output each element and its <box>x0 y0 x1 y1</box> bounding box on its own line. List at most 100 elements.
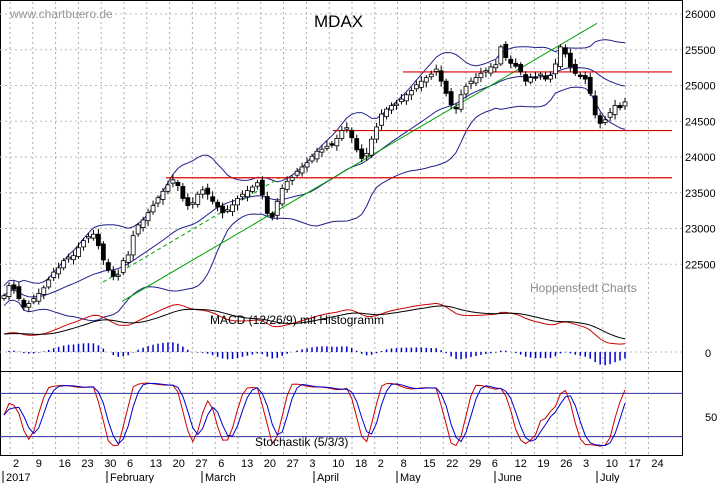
month-label: June <box>498 472 522 483</box>
watermark-text: www.chartbuero.de <box>9 7 113 21</box>
candle-body <box>354 138 360 151</box>
date-tick-label: 6 <box>492 458 498 470</box>
chart-title: MDAX <box>314 12 363 31</box>
candle-body <box>622 101 628 107</box>
candle-body <box>364 153 370 157</box>
candle-body <box>369 138 375 156</box>
candle-body <box>339 130 345 139</box>
candle-body <box>284 180 290 190</box>
candle-body <box>602 119 608 123</box>
candle-body <box>513 62 519 67</box>
candle-body <box>384 108 389 118</box>
candle-body <box>56 267 62 275</box>
date-tick-label: 26 <box>560 458 572 470</box>
stochastic-label: Stochastik (5/3/3) <box>255 435 348 449</box>
support-resistance-lines <box>166 71 672 179</box>
price-gridlines <box>0 13 683 265</box>
candle-body <box>11 284 17 290</box>
candle-body <box>230 204 235 213</box>
candle-body <box>438 70 444 82</box>
candle-body <box>528 77 534 83</box>
candle-body <box>468 80 474 85</box>
candle-body <box>309 155 315 162</box>
candle-body <box>423 77 429 83</box>
trendlines <box>102 22 598 302</box>
candle-body <box>543 75 548 80</box>
date-tick-label: 3 <box>309 458 315 470</box>
candle-body <box>245 190 250 198</box>
candle-body <box>488 66 494 74</box>
candle-body <box>478 72 484 79</box>
bollinger-lower-line <box>3 86 626 322</box>
candle-body <box>115 274 121 277</box>
date-tick-label: 24 <box>651 458 663 470</box>
candle-body <box>21 299 27 308</box>
candle-body <box>399 98 404 102</box>
month-label: April <box>317 472 339 483</box>
candle-body <box>170 179 176 184</box>
candle-body <box>572 63 578 74</box>
date-tick-label: 20 <box>173 458 185 470</box>
month-label: May <box>400 472 421 483</box>
candle-body <box>76 247 81 257</box>
date-tick-label: 2 <box>378 458 384 470</box>
candle-body <box>359 148 365 159</box>
bollinger-middle-line <box>3 67 626 298</box>
candle-body <box>110 270 116 277</box>
candle-body <box>16 286 22 299</box>
date-tick-label: 10 <box>332 458 344 470</box>
candle-body <box>259 179 265 196</box>
stochastic-k-line <box>3 382 626 447</box>
date-tick-label: 13 <box>241 458 253 470</box>
candle-body <box>448 91 454 106</box>
candle-body <box>587 76 593 94</box>
candle-body <box>235 198 240 206</box>
price-tick-label: 23000 <box>685 224 716 236</box>
candle-body <box>617 105 623 109</box>
candle-body <box>493 64 499 69</box>
price-tick-label: 22500 <box>685 259 716 271</box>
candle-body <box>91 233 96 239</box>
candle-body <box>145 212 151 222</box>
date-tick-label: 8 <box>401 458 407 470</box>
candle-body <box>130 235 136 256</box>
candle-body <box>304 162 310 168</box>
candle-body <box>274 200 280 216</box>
candle-body <box>349 129 355 139</box>
candle-body <box>523 74 529 82</box>
candle-body <box>294 170 300 176</box>
candle-body <box>558 46 563 68</box>
candle-body <box>95 233 101 247</box>
candle-body <box>61 260 67 269</box>
price-tick-label: 24500 <box>685 116 716 128</box>
candle-body <box>428 73 434 78</box>
candle-body <box>418 80 424 88</box>
candle-body <box>374 126 380 140</box>
date-tick-label: 3 <box>583 458 589 470</box>
candle-body <box>41 287 47 295</box>
candle-body <box>31 298 37 303</box>
macd-signal-line <box>3 305 626 340</box>
date-tick-label: 15 <box>423 458 435 470</box>
date-tick-label: 27 <box>195 458 207 470</box>
candle-body <box>105 262 111 271</box>
trendline-dashed <box>102 177 281 283</box>
candle-body <box>125 254 131 263</box>
candle-body <box>220 205 225 214</box>
price-tick-label: 23500 <box>685 188 716 200</box>
date-tick-label: 6 <box>127 458 133 470</box>
candle-body <box>200 189 206 195</box>
candle-body <box>140 219 146 228</box>
candle-body <box>215 201 221 208</box>
candle-body <box>553 63 558 75</box>
stochastic-d-line <box>3 382 626 447</box>
candle-body <box>567 52 573 68</box>
candle-body <box>100 243 106 261</box>
candle-body <box>165 184 171 192</box>
candle-body <box>160 190 166 200</box>
date-tick-label: 22 <box>446 458 458 470</box>
date-tick-label: 19 <box>537 458 549 470</box>
candle-body <box>592 95 598 116</box>
macd-axis-tick: 0 <box>705 348 711 360</box>
candle-body <box>175 182 181 186</box>
